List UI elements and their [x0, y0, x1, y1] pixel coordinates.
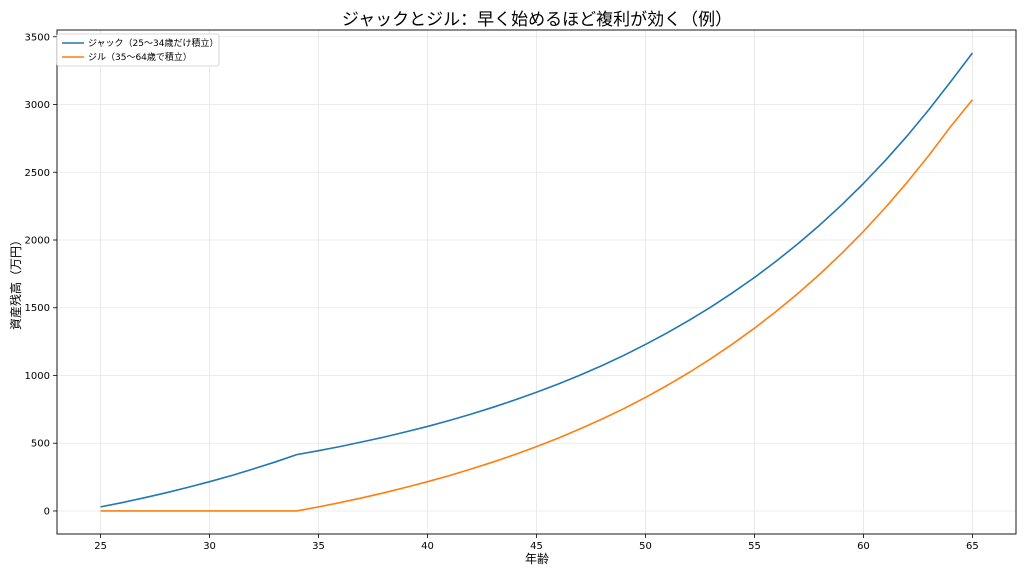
- x-tick-label: 45: [530, 541, 543, 552]
- legend-label-jill: ジル（35〜64歳で積立）: [88, 51, 192, 63]
- y-axis-label: 資産残高（万円）: [8, 234, 23, 330]
- y-tick-label: 2500: [25, 168, 50, 179]
- x-axis-label: 年齢: [525, 551, 549, 566]
- series-lines: [100, 52, 974, 512]
- x-tick-label: 55: [748, 541, 761, 552]
- axes: 25 30 35 40 45 50 55 60 65 0 500 1000 1500 2000 2500 30…: [25, 29, 1017, 552]
- chart-title: ジャックとジル：早く始めるほど複利が効く（例）: [342, 10, 732, 30]
- legend-label-jack: ジャック（25〜34歳だけ積立）: [88, 37, 218, 49]
- y-tick-label: 500: [31, 439, 50, 450]
- y-tick-label: 3500: [25, 32, 50, 43]
- legend-box: [56, 33, 220, 67]
- series-line-jack: [100, 52, 974, 508]
- legend: ジャック（25〜34歳だけ積立） ジル（35〜64歳で積立）: [56, 33, 220, 67]
- x-tick-label: 50: [639, 541, 652, 552]
- x-tick-label: 60: [857, 541, 870, 552]
- grid-lines: [57, 30, 1016, 534]
- y-tick-label: 1000: [25, 371, 50, 382]
- y-tick-label: 3000: [25, 100, 50, 111]
- y-tick-label: 0: [44, 506, 50, 517]
- x-tick-label: 65: [966, 541, 979, 552]
- y-tick-label: 2000: [25, 236, 50, 247]
- x-tick-label: 35: [312, 541, 325, 552]
- x-tick-label: 30: [203, 541, 216, 552]
- series-line-jill: [100, 99, 974, 512]
- y-tick-label: 1500: [25, 303, 50, 314]
- x-tick-label: 25: [94, 541, 107, 552]
- x-tick-label: 40: [421, 541, 434, 552]
